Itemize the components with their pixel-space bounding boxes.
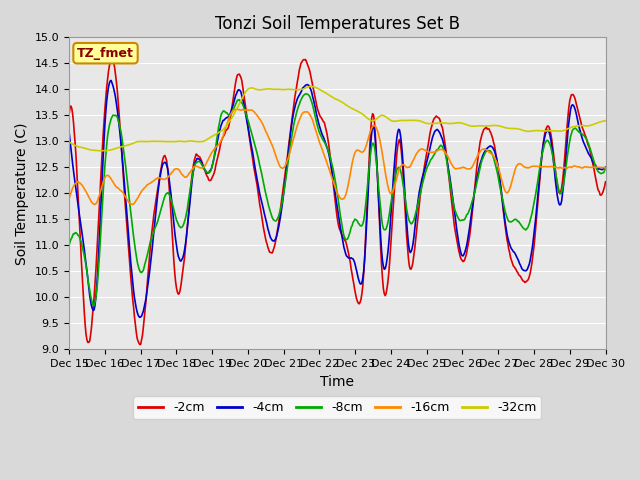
-4cm [471,188,479,194]
-16cm [234,106,241,112]
-2cm [471,185,479,191]
-16cm [471,159,479,165]
-32cm [161,139,169,144]
-4cm [425,150,433,156]
-4cm [205,170,212,176]
-16cm [65,196,73,202]
Legend: -2cm, -4cm, -8cm, -16cm, -32cm: -2cm, -4cm, -8cm, -16cm, -32cm [133,396,541,419]
-32cm [602,118,609,123]
-8cm [65,242,73,248]
-2cm [383,286,391,291]
-16cm [602,165,609,171]
Line: -16cm: -16cm [69,109,605,204]
-8cm [602,165,609,170]
-8cm [310,106,317,112]
-16cm [425,149,433,155]
-8cm [425,161,433,167]
Text: TZ_fmet: TZ_fmet [77,47,134,60]
-2cm [310,87,317,93]
-4cm [162,160,170,166]
-32cm [383,115,391,120]
-16cm [383,179,391,185]
X-axis label: Time: Time [320,374,355,389]
-16cm [129,202,136,207]
Title: Tonzi Soil Temperatures Set B: Tonzi Soil Temperatures Set B [215,15,460,33]
-2cm [65,112,73,118]
-4cm [310,97,317,103]
-16cm [161,177,169,182]
-32cm [471,123,479,129]
-4cm [136,314,143,320]
-32cm [306,84,314,89]
-8cm [303,91,310,96]
-2cm [205,177,212,183]
-4cm [383,257,391,263]
-8cm [161,193,169,199]
Line: -8cm: -8cm [69,94,605,306]
-4cm [108,78,115,84]
-2cm [162,155,170,161]
-2cm [108,56,116,62]
-2cm [425,136,433,142]
-2cm [136,342,143,348]
-8cm [471,189,479,195]
-32cm [425,120,433,126]
-32cm [97,148,105,154]
-32cm [65,139,73,144]
Y-axis label: Soil Temperature (C): Soil Temperature (C) [15,122,29,264]
-8cm [383,223,391,229]
Line: -4cm: -4cm [69,81,605,317]
Line: -32cm: -32cm [69,86,605,151]
-4cm [65,129,73,134]
-2cm [602,179,609,185]
-32cm [310,84,317,90]
-16cm [204,157,212,163]
Line: -2cm: -2cm [69,59,605,345]
-16cm [310,120,317,126]
-4cm [602,164,609,170]
-32cm [204,136,212,142]
-8cm [90,303,98,309]
-8cm [204,170,212,176]
